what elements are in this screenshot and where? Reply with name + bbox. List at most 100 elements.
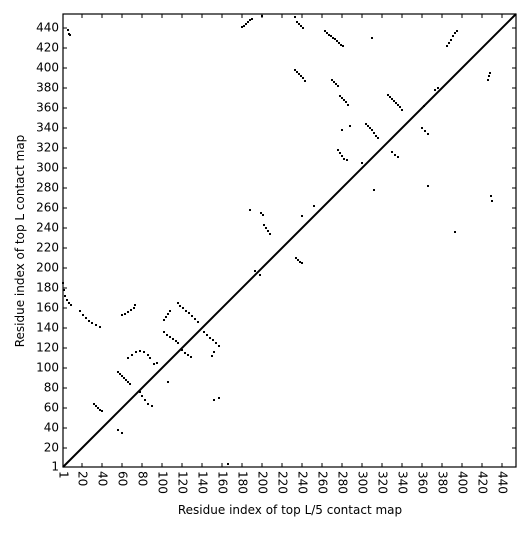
x-tick-label: 380 bbox=[436, 471, 450, 494]
x-tick-label: 360 bbox=[416, 471, 430, 494]
contact-point bbox=[299, 261, 301, 263]
y-tick-label: 100 bbox=[36, 361, 59, 375]
contact-point bbox=[212, 339, 214, 341]
x-tick-label: 300 bbox=[356, 471, 370, 494]
contact-point bbox=[375, 135, 377, 137]
contact-point bbox=[133, 307, 135, 309]
contact-point bbox=[251, 18, 253, 20]
contact-point bbox=[298, 73, 300, 75]
x-tick-label: 1 bbox=[57, 471, 71, 479]
contact-point bbox=[169, 310, 171, 312]
contact-point bbox=[328, 34, 330, 36]
contact-point bbox=[175, 340, 177, 342]
contact-point bbox=[124, 313, 126, 315]
x-tick-label: 40 bbox=[96, 471, 110, 486]
contact-point bbox=[452, 35, 454, 37]
x-tick-label: 320 bbox=[376, 471, 390, 494]
contact-point bbox=[298, 23, 300, 25]
contact-point bbox=[302, 77, 304, 79]
x-tick-label: 180 bbox=[236, 471, 250, 494]
contact-point bbox=[99, 409, 101, 411]
contact-point bbox=[188, 312, 190, 314]
contact-point bbox=[149, 357, 151, 359]
contact-point bbox=[215, 342, 217, 344]
contact-point bbox=[135, 351, 137, 353]
contact-point bbox=[179, 305, 181, 307]
y-tick-label: 320 bbox=[36, 141, 59, 155]
contact-point bbox=[163, 319, 165, 321]
contact-point bbox=[127, 381, 129, 383]
contact-point bbox=[341, 129, 343, 131]
contact-point bbox=[330, 35, 332, 37]
contact-point bbox=[446, 45, 448, 47]
y-tick-label: 20 bbox=[44, 441, 59, 455]
contact-point bbox=[427, 185, 429, 187]
contact-point bbox=[367, 125, 369, 127]
y-tick-label: 340 bbox=[36, 121, 59, 135]
contact-point bbox=[448, 42, 450, 44]
contact-point bbox=[121, 314, 123, 316]
contact-point bbox=[91, 322, 93, 324]
contact-point bbox=[301, 262, 303, 264]
contact-point bbox=[121, 375, 123, 377]
contact-point bbox=[337, 85, 339, 87]
contact-point bbox=[117, 429, 119, 431]
contact-point bbox=[139, 391, 141, 393]
contact-point bbox=[395, 102, 397, 104]
y-tick-label: 140 bbox=[36, 321, 59, 335]
contact-point bbox=[302, 27, 304, 29]
contact-point bbox=[336, 40, 338, 42]
contact-point bbox=[296, 21, 298, 23]
contact-point bbox=[389, 96, 391, 98]
contact-point bbox=[373, 189, 375, 191]
y-tick-label: 420 bbox=[36, 41, 59, 55]
contact-point bbox=[165, 316, 167, 318]
y-tick-label: 1 bbox=[51, 460, 59, 474]
plot-frame bbox=[62, 13, 517, 468]
x-tick-label: 340 bbox=[396, 471, 410, 494]
contact-point bbox=[489, 72, 491, 74]
contact-point bbox=[369, 127, 371, 129]
contact-point bbox=[119, 373, 121, 375]
contact-point bbox=[269, 233, 271, 235]
contact-point bbox=[182, 307, 184, 309]
contact-point bbox=[339, 152, 341, 154]
contact-point bbox=[143, 351, 145, 353]
x-tick-label: 220 bbox=[276, 471, 290, 494]
x-tick-label: 200 bbox=[256, 471, 270, 494]
contact-point bbox=[151, 405, 153, 407]
contact-point bbox=[141, 395, 143, 397]
y-tick-label: 260 bbox=[36, 201, 59, 215]
y-tick-label: 60 bbox=[44, 401, 59, 415]
contact-point bbox=[227, 463, 229, 465]
x-tick-label: 20 bbox=[76, 471, 90, 486]
contact-point bbox=[125, 379, 127, 381]
y-tick-label: 300 bbox=[36, 161, 59, 175]
contact-point bbox=[295, 257, 297, 259]
contact-point bbox=[450, 39, 452, 41]
y-tick-label: 360 bbox=[36, 101, 59, 115]
contact-point bbox=[263, 224, 265, 226]
contact-point bbox=[63, 289, 65, 291]
contact-point bbox=[346, 159, 348, 161]
contact-point bbox=[487, 79, 489, 81]
contact-point bbox=[456, 30, 458, 32]
y-tick-label: 240 bbox=[36, 221, 59, 235]
x-tick-label: 240 bbox=[296, 471, 310, 494]
contact-point bbox=[294, 16, 296, 18]
contact-point bbox=[304, 80, 306, 82]
contact-point bbox=[454, 32, 456, 34]
contact-point bbox=[167, 381, 169, 383]
contact-point bbox=[85, 317, 87, 319]
contact-point bbox=[254, 270, 256, 272]
contact-point bbox=[117, 371, 119, 373]
contact-point bbox=[95, 324, 97, 326]
x-tick-label: 60 bbox=[116, 471, 130, 486]
contact-point bbox=[88, 320, 90, 322]
y-tick-label: 440 bbox=[36, 21, 59, 35]
contact-point bbox=[245, 23, 247, 25]
y-axis-label: Residue index of top L contact map bbox=[13, 135, 27, 348]
x-tick-label: 260 bbox=[316, 471, 330, 494]
contact-point bbox=[181, 349, 183, 351]
